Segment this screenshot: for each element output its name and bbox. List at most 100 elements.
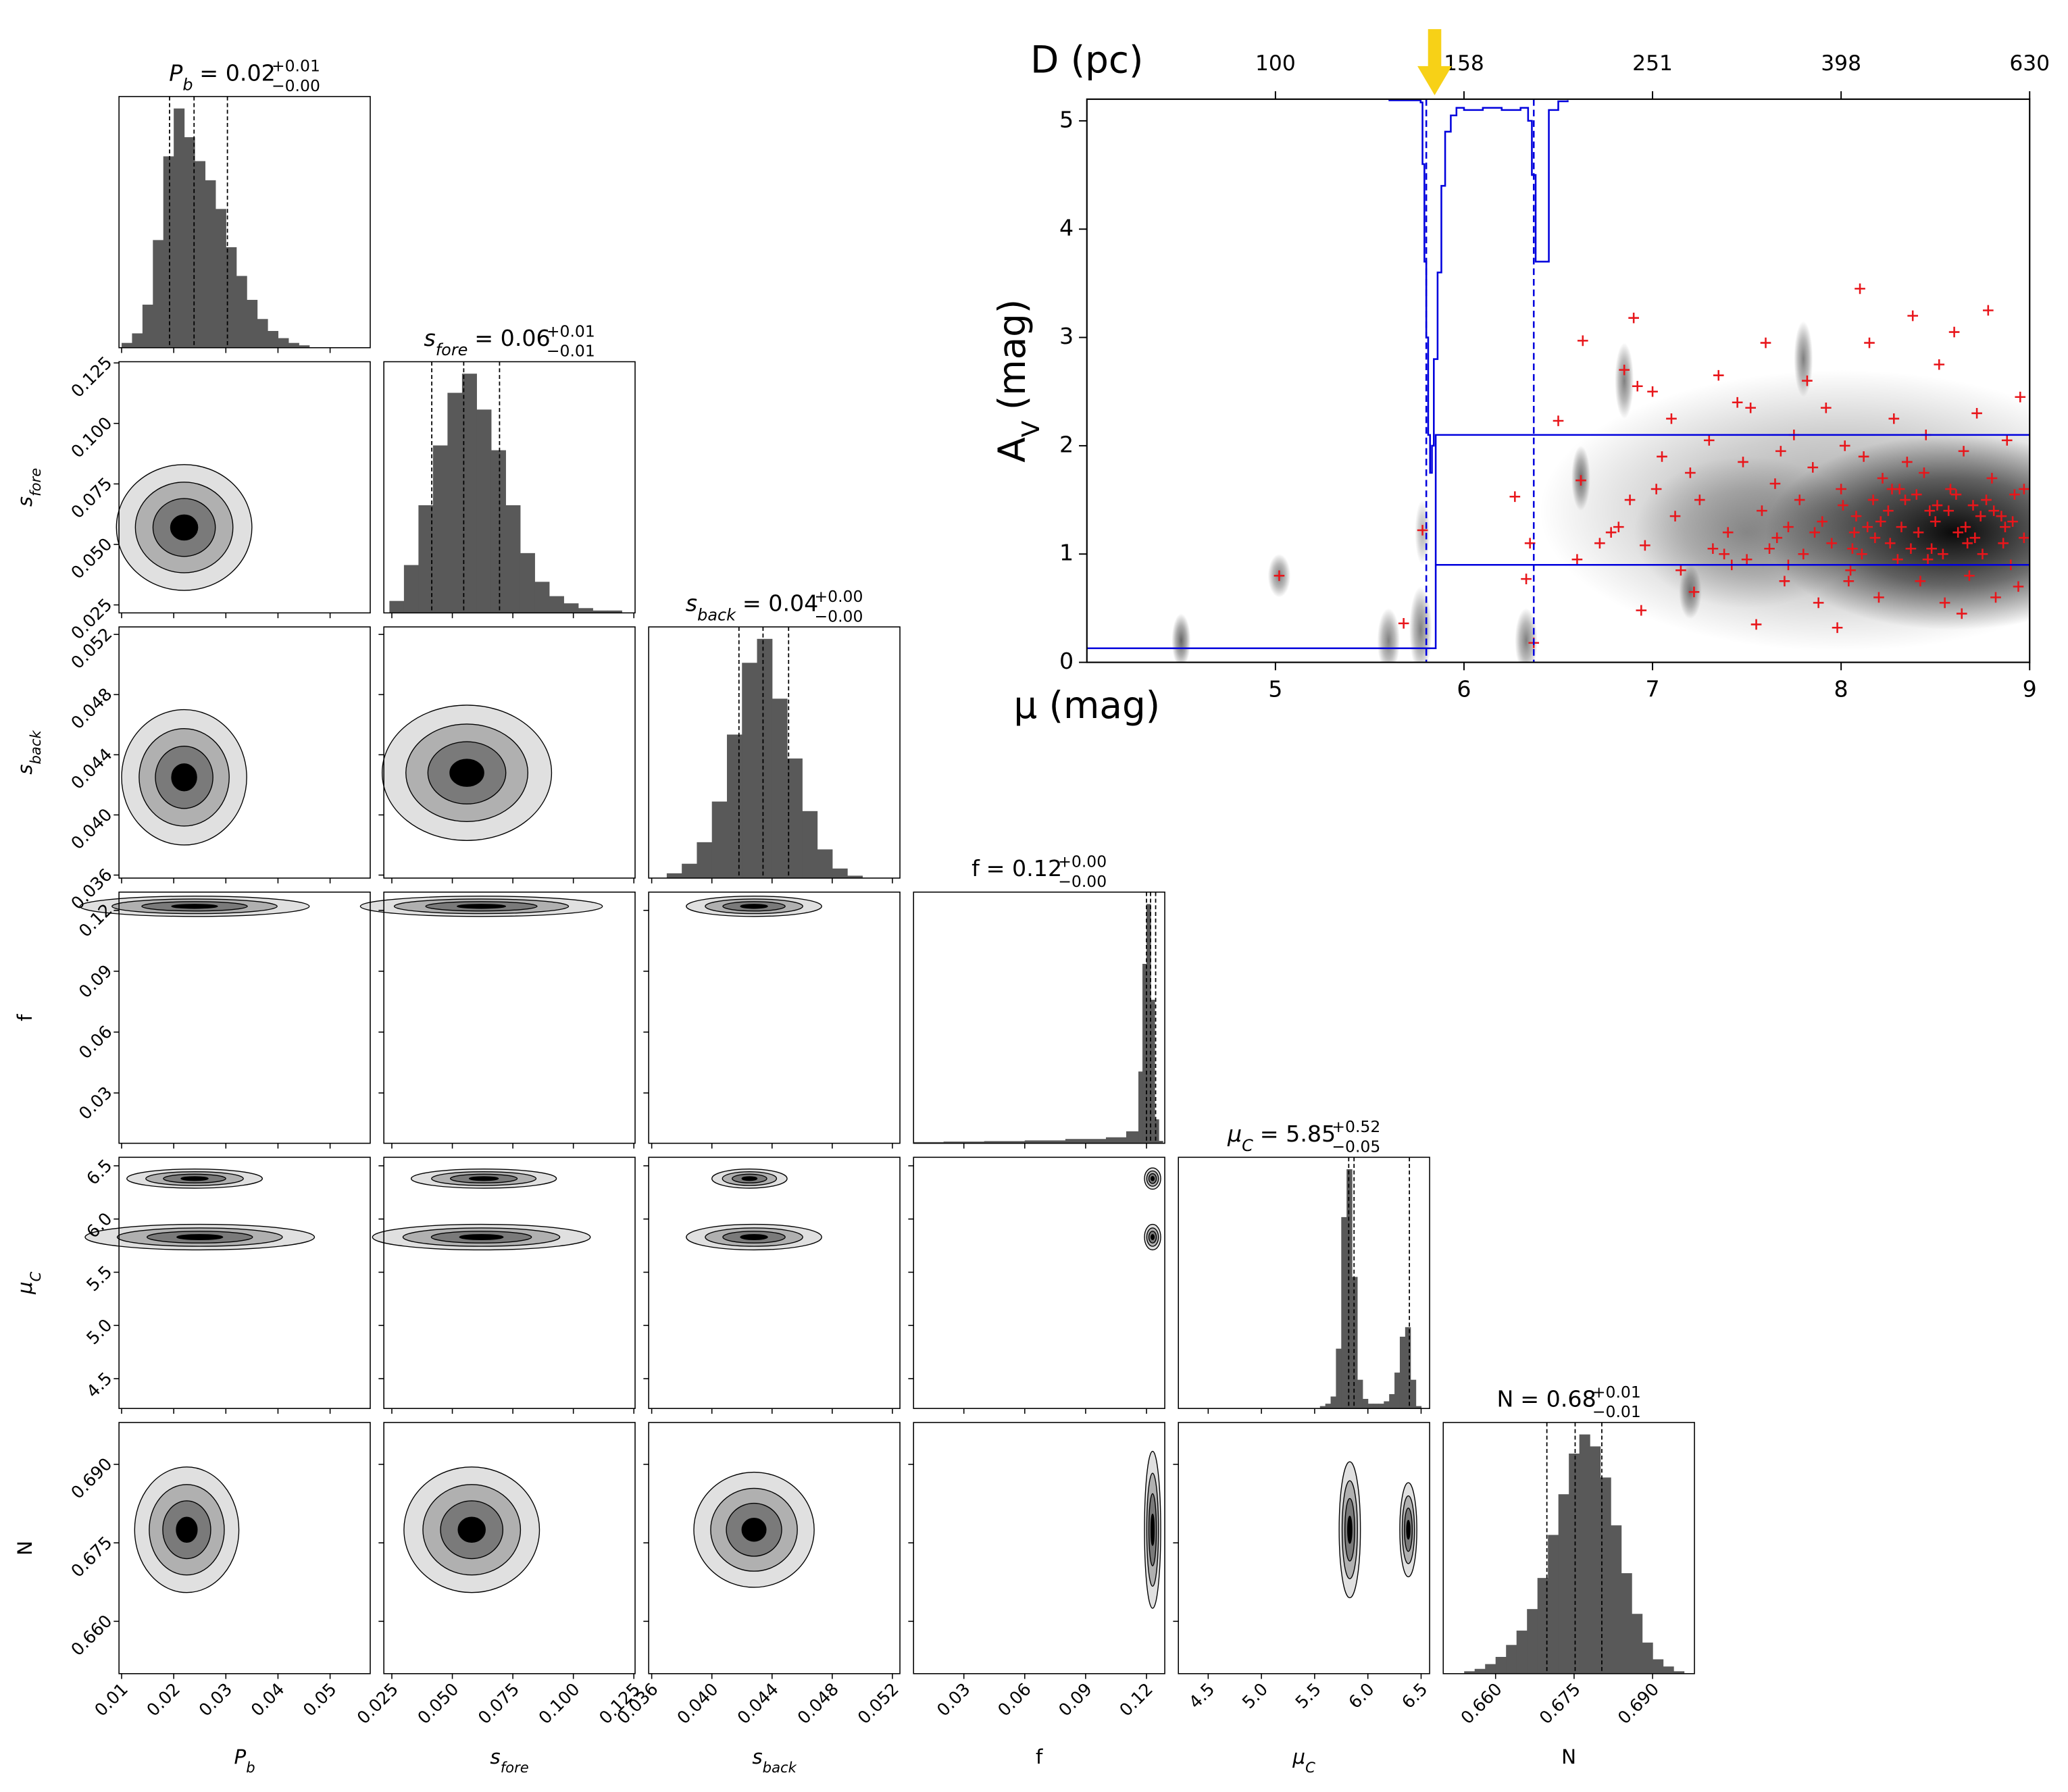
- x-tick-label: 0.052: [853, 1679, 903, 1728]
- hist-bar: [1146, 904, 1151, 1144]
- panel-frame: [118, 1422, 371, 1674]
- x-tick-label: 0.05: [299, 1679, 340, 1720]
- point: [1764, 543, 1775, 555]
- title-value: = 0.68: [1520, 1385, 1596, 1412]
- panel-title: N = 0.68: [1497, 1385, 1596, 1412]
- hist-bar: [1405, 1327, 1411, 1409]
- contour-level: [740, 904, 768, 909]
- x-tick-label: 7: [1645, 675, 1659, 702]
- hist-bar: [1341, 1217, 1347, 1409]
- point: [1943, 505, 1954, 516]
- panel-frame: [118, 626, 371, 879]
- hist-bar: [1378, 1404, 1384, 1409]
- x-tick-label: 8: [1834, 675, 1848, 702]
- hist-bar: [787, 758, 803, 878]
- hist-bar: [534, 582, 550, 613]
- contour-level: [176, 1516, 198, 1543]
- point: [1836, 484, 1846, 494]
- panel-frame: [913, 1156, 1165, 1409]
- subscript: back: [26, 730, 43, 765]
- panel-frame: [118, 1156, 371, 1409]
- y-axis-label: f: [14, 1014, 36, 1021]
- y-tick-label: 0.050: [67, 534, 116, 583]
- point: [1864, 337, 1875, 349]
- point: [1969, 532, 1981, 544]
- panel-frame: [1178, 1422, 1430, 1674]
- plot-frame: [1086, 98, 2031, 663]
- x-tick-label: 9: [2023, 675, 2037, 702]
- hist-bar: [772, 698, 788, 878]
- hist-bar: [1663, 1666, 1674, 1674]
- point: [1977, 548, 1988, 560]
- x-tick-label: 0.050: [413, 1679, 463, 1728]
- panel-frame: [1178, 1156, 1430, 1409]
- x-tick-label: 0.02: [143, 1679, 184, 1720]
- hist-bar: [389, 600, 405, 613]
- x-tick-label: 0.048: [793, 1679, 842, 1728]
- point: [1417, 525, 1428, 536]
- hist-bar: [195, 161, 206, 348]
- title-value: = 0.02: [199, 59, 276, 86]
- x-axis-label: sfore: [490, 1745, 528, 1775]
- y-tick-label: 4: [1059, 215, 1074, 241]
- point: [1521, 573, 1532, 584]
- contour-level: [170, 514, 199, 541]
- hist-bar: [268, 330, 279, 348]
- contour-level: [741, 1176, 758, 1181]
- y-tick-label: 0.03: [74, 1082, 116, 1123]
- y-axis-label: N: [14, 1541, 36, 1556]
- point: [1685, 467, 1696, 478]
- panel-frame: [118, 96, 371, 349]
- y-tick-label: 0.690: [67, 1454, 116, 1503]
- subscript: V: [1017, 420, 1044, 437]
- point: [1888, 413, 1900, 424]
- symbol: P: [169, 59, 182, 86]
- hist-bar: [817, 849, 833, 878]
- hist-bar: [1569, 1453, 1580, 1674]
- point: [1647, 386, 1658, 397]
- hist-bar: [1399, 1336, 1406, 1409]
- x-tick-label: 6.5: [1398, 1679, 1432, 1712]
- y-tick-label: 0.125: [67, 352, 116, 401]
- symbol: f: [972, 855, 980, 881]
- point: [1794, 494, 1805, 505]
- title-upper: +0.00: [814, 587, 863, 606]
- point: [1988, 505, 2000, 516]
- point: [1996, 511, 2007, 521]
- point: [2009, 489, 2020, 500]
- point: [1577, 335, 1588, 347]
- hist-bar: [299, 345, 310, 348]
- point: [1273, 570, 1285, 582]
- point: [2013, 581, 2024, 592]
- contour-level: [180, 1176, 209, 1181]
- title-value: = 0.12: [986, 855, 1063, 881]
- hist-bar: [1600, 1477, 1611, 1674]
- point: [1945, 484, 1956, 494]
- point: [1971, 407, 1982, 419]
- hist-bar: [1330, 1396, 1337, 1409]
- y-tick-label: 1: [1059, 540, 1074, 566]
- point: [1613, 521, 1624, 532]
- x-tick-label: 0.09: [1055, 1679, 1096, 1720]
- hist-bar: [757, 638, 773, 878]
- point: [1632, 380, 1643, 392]
- hist-bar: [122, 342, 133, 348]
- hist-bar: [1024, 1140, 1066, 1144]
- symbol: s: [14, 765, 36, 775]
- panel-frame: [383, 361, 636, 614]
- x-tick-label: 5.5: [1291, 1679, 1325, 1712]
- x-tick-label: 4.5: [1185, 1679, 1219, 1712]
- point: [1922, 554, 1934, 565]
- y-tick-label: 0.660: [67, 1610, 116, 1660]
- y-axis-label: sfore: [14, 468, 43, 507]
- hist-bar: [1155, 1119, 1159, 1144]
- panel-frame: [648, 891, 901, 1144]
- point: [1675, 565, 1686, 576]
- density-blob: [1377, 608, 1401, 663]
- y-axis-label: sback: [14, 730, 44, 775]
- point: [1867, 494, 1879, 505]
- hist-bar: [215, 209, 226, 348]
- point: [1913, 527, 1924, 538]
- point: [1964, 570, 1975, 582]
